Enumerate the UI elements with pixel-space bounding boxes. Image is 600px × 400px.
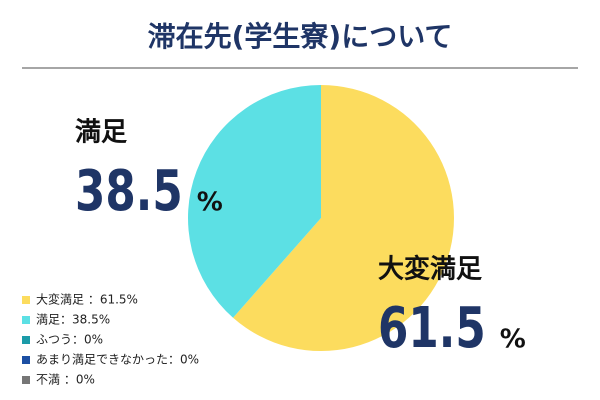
legend-label: ふつう：0% xyxy=(36,333,103,347)
pie-slice xyxy=(187,84,321,318)
callout-unit: % xyxy=(500,325,526,355)
callout-category: 満足 xyxy=(75,118,127,148)
legend-label: 満足：38.5% xyxy=(36,313,110,327)
callout-unit: % xyxy=(197,188,223,218)
legend-swatch xyxy=(22,296,30,304)
legend-label: 不満 ：0% xyxy=(36,373,95,387)
legend-label: あまり満足できなかった：0% xyxy=(36,353,199,367)
legend-swatch xyxy=(22,356,30,364)
legend-swatch xyxy=(22,336,30,344)
chart-title: 滞在先(学生寮)について xyxy=(148,20,453,53)
legend-swatch xyxy=(22,376,30,384)
pie-slice xyxy=(233,85,454,351)
callout-category: 大変満足 xyxy=(378,254,482,285)
legend-label: 大変満足 ：61.5% xyxy=(36,292,138,307)
legend-swatch xyxy=(22,316,30,324)
callout-value: 38.5 xyxy=(75,158,183,224)
callout-value: 61.5 xyxy=(378,295,486,361)
